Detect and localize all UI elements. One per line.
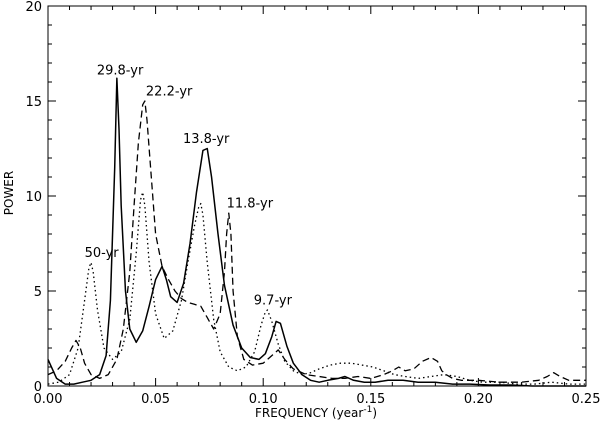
y-axis-label: POWER	[2, 171, 16, 215]
x-axis-label-main: FREQUENCY (year	[255, 406, 363, 420]
x-axis-label: FREQUENCY (year-1)	[255, 405, 377, 420]
y-tick-label: 20	[25, 0, 42, 15]
x-tick-label: 0.05	[141, 392, 170, 407]
series-line-solid	[47, 77, 586, 387]
series-line-dashed	[47, 100, 586, 383]
peak-annotation: 13.8-yr	[183, 132, 230, 147]
x-tick-label: 0.00	[34, 392, 63, 407]
peak-annotation: 9.7-yr	[254, 293, 293, 308]
peak-annotation: 22.2-yr	[146, 84, 193, 99]
y-tick-label: 15	[25, 95, 42, 110]
x-axis-label-suffix: )	[372, 406, 377, 420]
x-tick-label: 0.20	[464, 392, 493, 407]
peak-annotation: 29.8-yr	[97, 63, 144, 78]
x-tick-label: 0.10	[249, 392, 278, 407]
x-tick-label: 0.15	[356, 392, 385, 407]
y-tick-label: 0	[34, 380, 42, 395]
x-axis-label-superscript: -1	[363, 405, 372, 415]
peak-annotation: 50-yr	[85, 246, 120, 261]
x-tick-label: 0.25	[572, 392, 601, 407]
y-tick-label: 10	[25, 190, 42, 205]
ticks-layer: 0.00 0.05 0.10 0.15 0.20 0.25 0 5 10 15 20	[25, 0, 600, 407]
y-tick-label: 5	[34, 285, 42, 300]
peak-annotation: 11.8-yr	[227, 196, 274, 211]
series-layer	[47, 77, 586, 387]
